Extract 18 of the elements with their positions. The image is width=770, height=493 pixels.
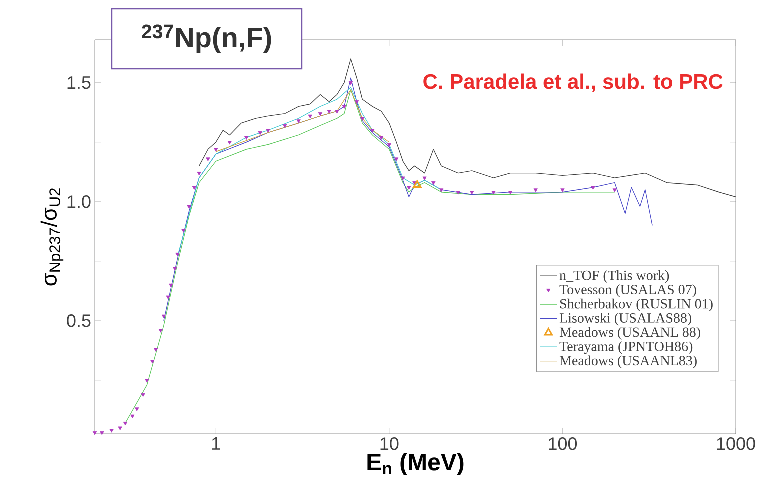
x-tick-label: 1000 bbox=[717, 438, 756, 450]
legend-label: Shcherbakov (RUSLIN 01) bbox=[560, 298, 713, 312]
x-tick-label: 10 bbox=[380, 438, 399, 450]
x-tick-label: 100 bbox=[549, 438, 578, 450]
y-tick-label: 1.5 bbox=[68, 76, 91, 90]
y-axis-title: σ$_{Np237}$/σ$_{U2}$ bbox=[40, 188, 64, 286]
legend-label: Terayama (JPNTOH86) bbox=[560, 342, 693, 354]
y-tick-label: 1.0 bbox=[68, 196, 91, 208]
legend-label: Lisowski (USALAS88) bbox=[560, 313, 692, 326]
x-tick-label: 1 bbox=[212, 438, 220, 450]
x-axis-title: E$_{n}$ (MeV) bbox=[368, 453, 464, 476]
y-tick-label: 0.5 bbox=[67, 314, 91, 328]
legend-label: Tovesson (USALAS 07) bbox=[560, 284, 696, 298]
annotation: C. Paradela et al., sub. to PRC bbox=[424, 74, 723, 92]
legend-label: Meadows (USAANL83) bbox=[560, 356, 697, 368]
legend-label: Meadows (USAANL 88) bbox=[560, 327, 700, 340]
chart-title: $^{237}$Np(n,F) bbox=[142, 24, 272, 54]
legend-label: n_TOF (This work) bbox=[560, 270, 670, 284]
